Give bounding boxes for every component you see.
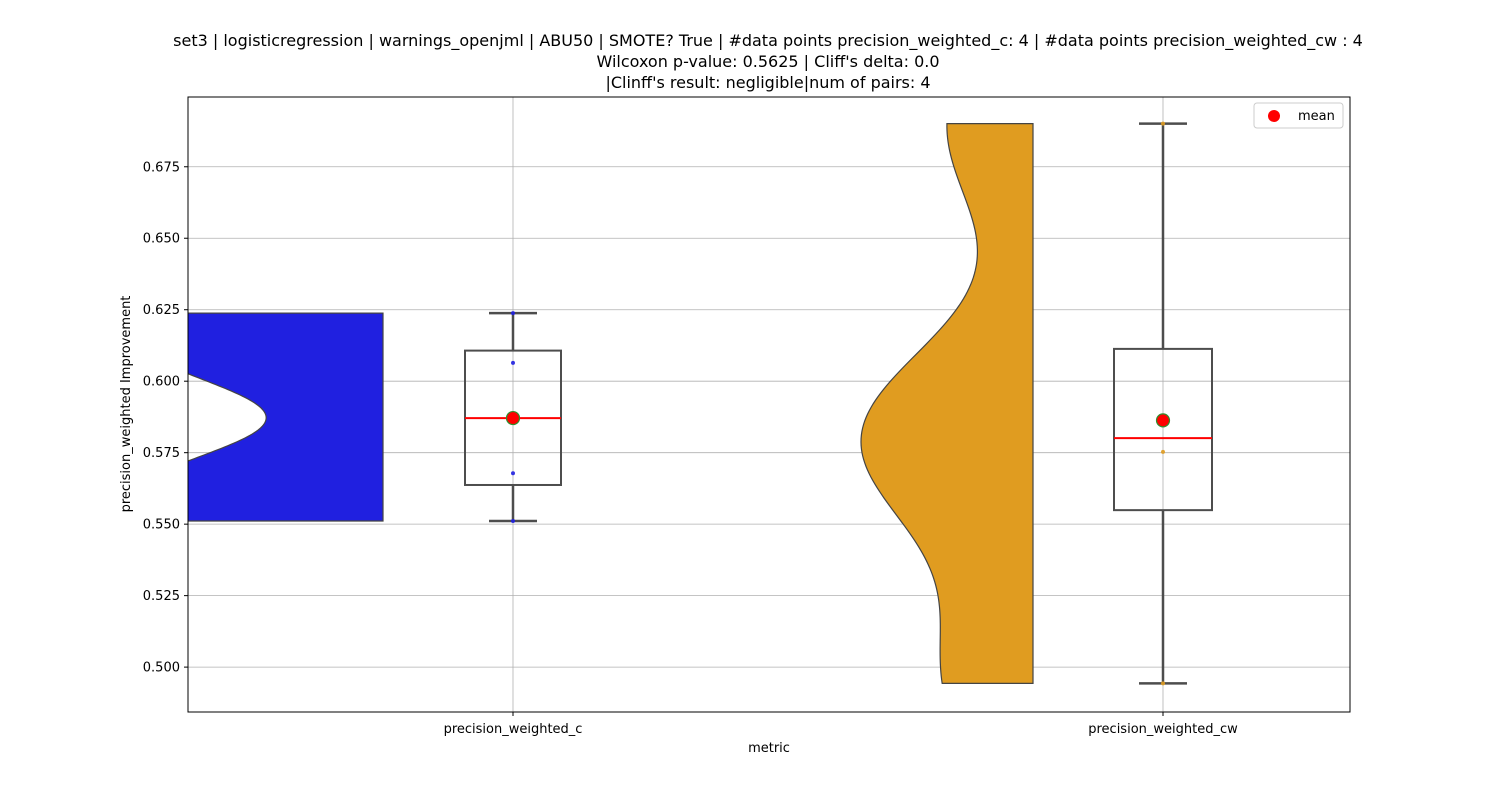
data-point: [511, 360, 515, 365]
x-axis-label: metric: [748, 741, 790, 756]
y-tick-label: 0.525: [143, 589, 180, 604]
chart-title: set3 | logisticregression | warnings_ope…: [173, 31, 1363, 92]
legend-mean-label: mean: [1298, 109, 1335, 124]
legend-frame: [1253, 102, 1344, 129]
plot-frame: [187, 96, 1351, 713]
legend-mean-marker: [1268, 110, 1280, 122]
x-tick-label: precision_weighted_c: [444, 722, 583, 737]
x-tick-label: precision_weighted_cw: [1088, 722, 1238, 737]
y-axis-label: precision_weighted Improvement: [119, 296, 134, 513]
y-tick-label: 0.500: [143, 661, 180, 676]
title-line-1: set3 | logisticregression | warnings_ope…: [173, 31, 1363, 51]
y-tick-label: 0.575: [143, 446, 180, 461]
box-iqr: [1113, 347, 1213, 512]
data-point: [511, 471, 515, 476]
title-line-2: Wilcoxon p-value: 0.5625 | Cliff's delta…: [596, 52, 939, 71]
mean-marker: [505, 410, 521, 426]
y-tick-label: 0.650: [143, 232, 180, 247]
y-tick-label: 0.675: [143, 160, 180, 175]
data-point: [1161, 121, 1165, 126]
mean-marker: [1155, 413, 1171, 428]
legend: mean: [1253, 102, 1344, 129]
data-point: [511, 311, 515, 316]
title-line-3: |Clinff's result: negligible|num of pair…: [605, 73, 930, 92]
axes: 0.500 0.525 0.550 0.575 0.600 0.625 0.650 0.675…: [143, 160, 1238, 737]
data-point: [1161, 681, 1165, 686]
plot-area: [188, 121, 1213, 686]
data-point: [1161, 449, 1165, 454]
violin-precision_weighted_c: [188, 312, 384, 522]
violin-precision_weighted_cw: [860, 122, 1034, 685]
data-point: [511, 519, 515, 524]
y-tick-label: 0.550: [143, 518, 180, 533]
y-tick-label: 0.625: [143, 303, 180, 318]
y-tick-label: 0.600: [143, 375, 180, 390]
